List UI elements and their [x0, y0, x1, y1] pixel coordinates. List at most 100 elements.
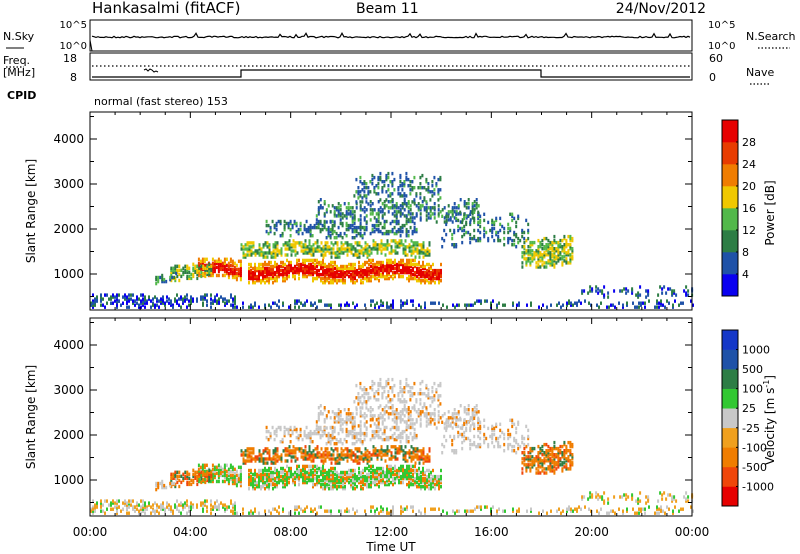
echo-cell [445, 218, 448, 222]
echo-cell [239, 481, 242, 486]
echo-cell [302, 243, 305, 247]
echo-cell [266, 255, 269, 259]
echo-cell [467, 206, 470, 210]
echo-cell [246, 241, 249, 245]
echo-cell [227, 479, 230, 484]
echo-cell [531, 259, 534, 263]
echo-cell [416, 468, 418, 473]
echo-cell [391, 404, 394, 408]
echo-cell [299, 433, 302, 438]
echo-cell [288, 270, 290, 275]
echo-cell [274, 243, 277, 247]
echo-cell [399, 180, 402, 184]
echo-cell [404, 470, 406, 475]
echo-cell [307, 229, 310, 234]
echo-cell [334, 478, 336, 483]
echo-cell [296, 266, 298, 271]
echo-cell [388, 305, 390, 309]
echo-cell [223, 267, 226, 272]
echo-cell [404, 270, 406, 275]
echo-cell [235, 267, 238, 272]
echo-cell [414, 464, 416, 469]
echo-cell [268, 449, 271, 453]
echo-cell [202, 301, 204, 305]
echo-cell [325, 414, 328, 418]
echo-cell [382, 466, 384, 471]
echo-cell [384, 451, 387, 455]
echo-cell [571, 238, 574, 243]
echo-cell [288, 305, 290, 309]
echo-cell [203, 257, 206, 261]
echo-cell [642, 301, 644, 305]
echo-cell [138, 503, 140, 507]
echo-cell [190, 276, 193, 281]
echo-cell [410, 299, 412, 303]
echo-cell [239, 483, 242, 488]
echo-cell [308, 447, 311, 451]
echo-cell [405, 216, 408, 220]
echo-cell [268, 245, 271, 249]
echo-cell [324, 274, 326, 279]
echo-cell [337, 420, 340, 424]
echo-cell [231, 477, 234, 482]
echo-cell [418, 466, 420, 471]
echo-cell [309, 431, 312, 436]
echo-cell [284, 276, 286, 281]
echo-cell [266, 241, 269, 245]
echo-cell [477, 222, 480, 227]
echo-cell [378, 262, 380, 267]
echo-cell [403, 200, 406, 204]
echo-cell [244, 243, 247, 247]
nsky-panel-frame [89, 19, 693, 52]
echo-cell [401, 429, 404, 434]
echo-cell [232, 505, 234, 509]
echo-cell [283, 429, 286, 434]
echo-cell [328, 468, 330, 473]
echo-cell [233, 267, 236, 272]
echo-cell [371, 435, 374, 440]
echo-cell [306, 264, 308, 269]
echo-cell [318, 451, 321, 455]
echo-cell [672, 303, 674, 307]
echo-cell [231, 259, 234, 263]
echo-cell [453, 416, 456, 420]
echo-cell [276, 264, 278, 269]
echo-cell [567, 261, 570, 265]
echo-cell [364, 478, 366, 483]
echo-cell [130, 297, 132, 301]
echo-cell [210, 499, 212, 503]
echo-cell [330, 468, 332, 473]
echo-cell [310, 270, 312, 275]
echo-cell [390, 474, 392, 479]
echo-cell [403, 202, 406, 206]
echo-cell [318, 480, 320, 485]
echo-cell [197, 261, 200, 265]
echo-cell [362, 274, 364, 279]
echo-cell [330, 303, 332, 307]
echo-cell [426, 262, 428, 267]
echo-cell [453, 216, 456, 220]
echo-cell [377, 420, 380, 424]
echo-cell [201, 467, 204, 471]
echo-cell [421, 200, 424, 204]
echo-cell [176, 293, 178, 297]
echo-cell [239, 469, 242, 474]
echo-cell [473, 200, 476, 204]
echo-cell [260, 485, 262, 489]
echo-cell [485, 230, 488, 235]
echo-cell [479, 224, 482, 229]
echo-cell [148, 501, 150, 505]
echo-cell [376, 466, 378, 471]
echo-cell [535, 265, 538, 269]
echo-cell [541, 238, 544, 243]
echo-cell [387, 210, 390, 214]
echo-cell [370, 268, 372, 273]
echo-cell [310, 301, 312, 305]
echo-cell [287, 221, 290, 226]
echo-cell [164, 507, 166, 511]
echo-cell [366, 253, 369, 257]
echo-cell [270, 266, 272, 271]
echo-cell [439, 196, 442, 200]
echo-cell [266, 474, 268, 479]
echo-cell [349, 225, 352, 230]
